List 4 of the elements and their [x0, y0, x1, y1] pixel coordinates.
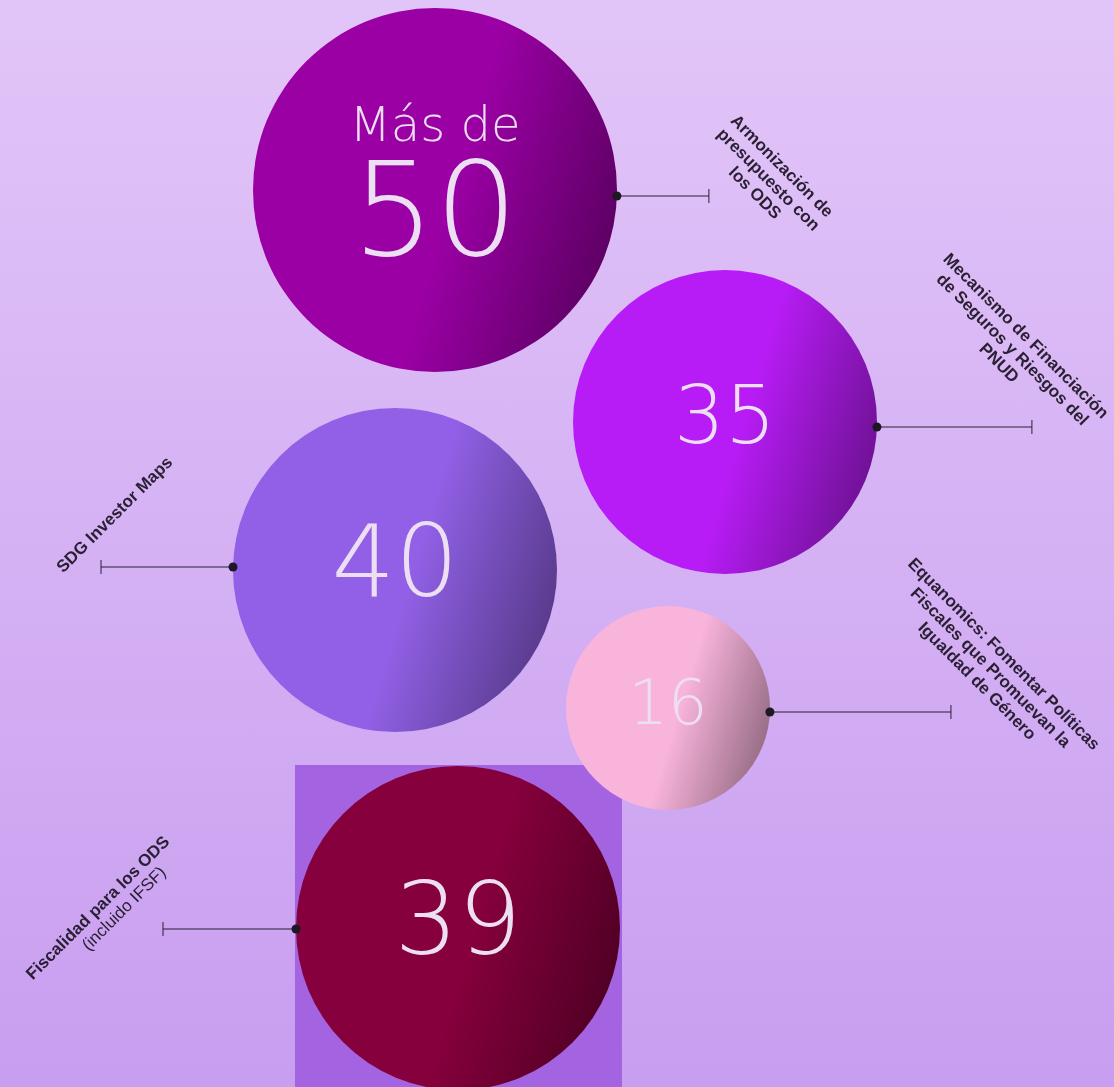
data-label: 39: [394, 860, 522, 978]
data-label: 40: [331, 502, 459, 620]
data-label: 16: [628, 666, 708, 740]
data-label: 35: [674, 368, 776, 462]
